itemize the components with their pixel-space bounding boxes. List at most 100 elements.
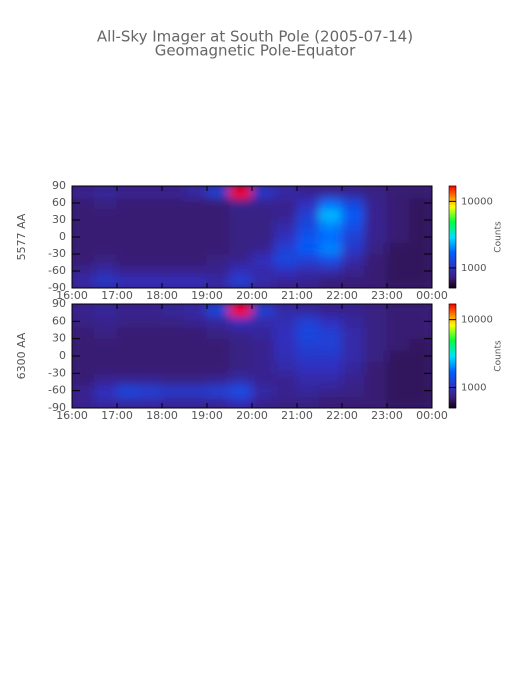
colorbar-step [449,350,456,353]
heatmap-cell [296,264,320,278]
colorbar-step [449,270,456,273]
heatmap-cell [184,361,208,374]
colorbar-step [449,399,456,402]
heatmap-cell [364,384,388,397]
heatmap-cell [364,349,388,363]
colorbar-step [449,360,456,364]
heatmap-cell [251,338,275,351]
colorbar-step [449,390,456,393]
colorbar-tick-label: 1000 [461,263,486,274]
heatmap-cell [72,349,95,363]
colorbar-step [449,395,456,398]
colorbar-tick-label: 1000 [461,383,486,394]
heatmap-cell [386,196,410,210]
heatmap-cell [206,230,230,244]
heatmap [72,186,432,288]
heatmap-cell [94,338,118,351]
colorbar-step [449,324,456,327]
heatmap-cell [274,186,298,198]
y-tick-label: 30 [52,213,66,226]
colorbar-step [449,275,456,279]
heatmap-cell [94,264,118,278]
heatmap-cell [161,186,185,198]
heatmap-cell [296,384,320,397]
heatmap-cell [229,276,253,288]
heatmap-cell [72,264,95,278]
heatmap-cell [409,196,432,210]
x-tick-label: 17:00 [101,409,133,422]
heatmap-cell [116,186,140,198]
colorbar-step [449,400,456,404]
heatmap-cell [341,208,365,221]
heatmap-cell [139,242,163,255]
x-tick-label: 21:00 [281,289,313,302]
heatmap-cell [251,186,275,198]
heatmap-cell [116,242,140,255]
heatmap-cell [184,186,208,198]
colorbar-step [449,364,456,367]
colorbar-step [449,255,456,258]
heatmap-cell [184,196,208,210]
colorbar-step [449,246,456,250]
x-tick-label: 19:00 [191,409,223,422]
heatmap-cell [139,304,163,317]
colorbar-step [449,381,456,385]
colorbar-step [449,197,456,200]
colorbar-tick-label: 10000 [461,315,493,326]
heatmap-cell [341,264,365,278]
heatmap-cell [319,208,343,221]
colorbar-step [449,366,456,369]
heatmap-cell [274,338,298,351]
heatmap-cell [229,230,253,244]
x-tick-label: 20:00 [236,409,268,422]
heatmap-cell [319,219,343,232]
colorbar-step [449,218,456,221]
x-tick-label: 23:00 [371,409,403,422]
heatmap-cell [94,196,118,210]
heatmap-cell [386,219,410,232]
colorbar-step [449,240,456,243]
heatmap-cell [72,186,95,198]
heatmap-cell [296,253,320,266]
heatmap-cell [184,304,208,317]
heatmap-cell [296,338,320,351]
heatmap-cell [251,304,275,317]
colorbar-step [449,190,456,194]
heatmap-cell [296,276,320,288]
colorbar-step [449,319,456,322]
colorbar-step [449,282,456,285]
colorbar-frame [448,303,457,409]
colorbar-step [449,231,456,234]
heatmap-cell [161,304,185,317]
heatmap-cell [94,208,118,221]
heatmap-cell [94,304,118,317]
heatmap-cell [139,219,163,232]
colorbar-step [449,262,456,265]
heatmap-cell [206,196,230,210]
heatmap-cell [184,264,208,278]
heatmap-cell [229,264,253,278]
colorbar-step [449,338,456,341]
heatmap-cell [116,304,140,317]
y-tick-label: 30 [52,332,66,345]
heatmap-cell [161,230,185,244]
heatmap-cell [184,349,208,363]
heatmap-cell [364,372,388,386]
heatmap-cell [319,326,343,340]
colorbar-step [449,376,456,379]
heatmap-cell [139,395,163,408]
colorbar-step [449,223,456,226]
heatmap-cell [206,253,230,266]
heatmap-cell [274,315,298,328]
heatmap-cell [386,208,410,221]
heatmap-cell [409,372,432,386]
heatmap-cell [409,264,432,278]
y-tick-label: 90 [52,179,66,192]
colorbar-step [449,357,456,360]
chart-subtitle: Geomagnetic Pole-Equator [155,42,356,60]
heatmap-cell [72,242,95,255]
heatmap-cell [72,219,95,232]
colorbar-step [449,212,456,216]
heatmap-cell [94,384,118,397]
